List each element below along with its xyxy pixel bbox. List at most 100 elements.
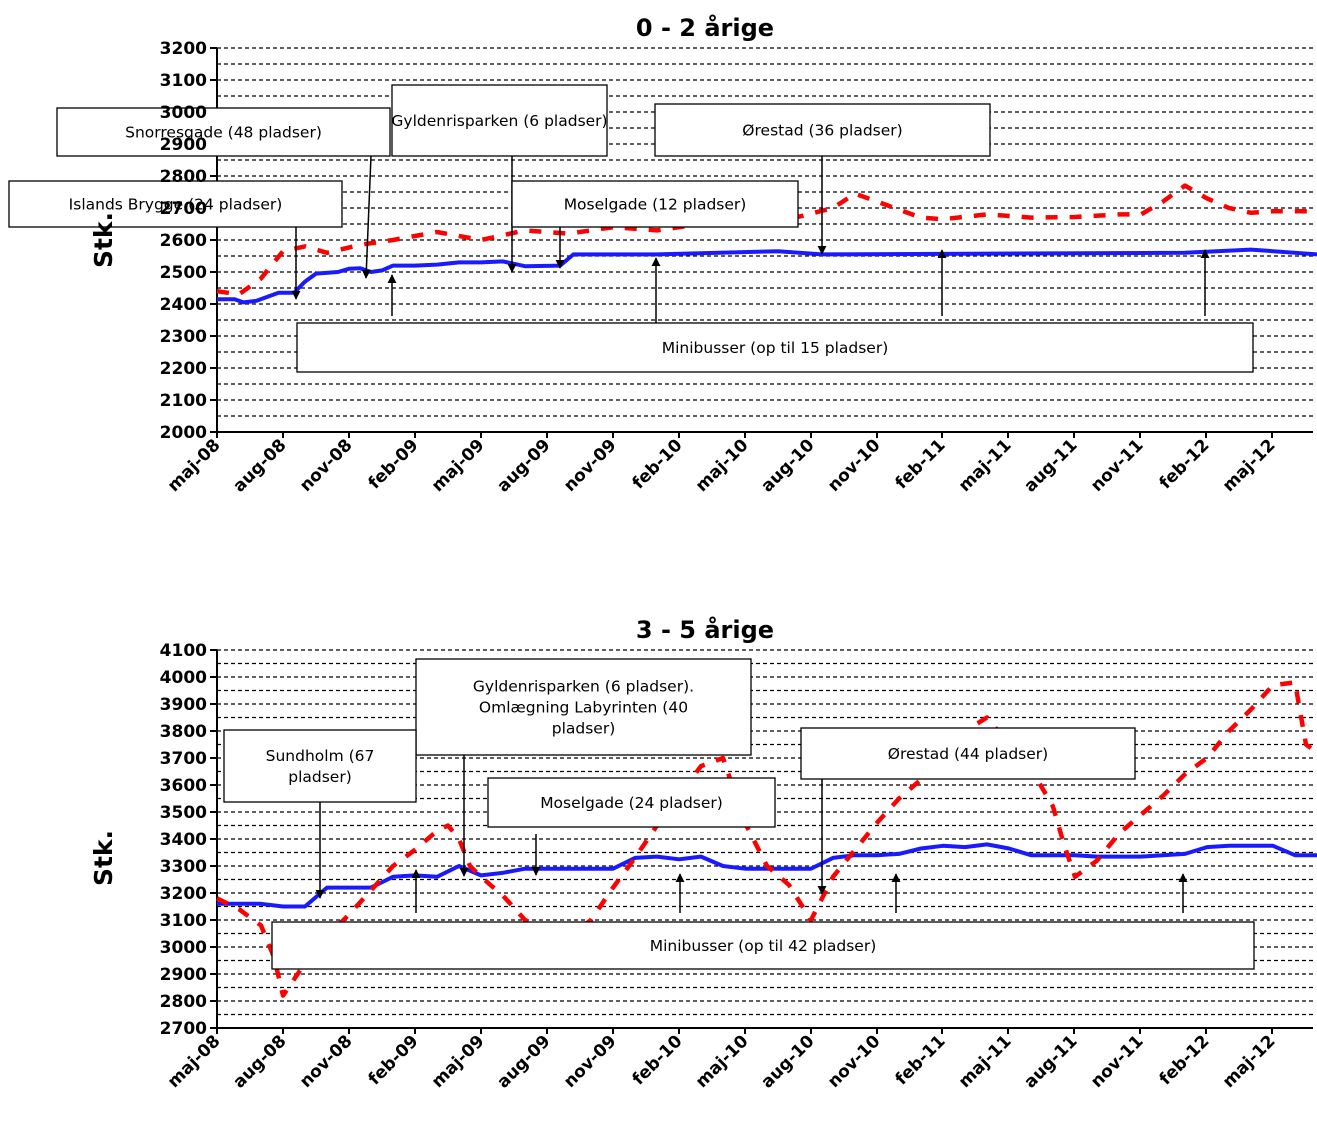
annotation-box xyxy=(654,103,991,157)
annotation-label: Gyldenrisparken (6 pladser). xyxy=(473,678,694,696)
y-tick-label: 2700 xyxy=(160,199,207,219)
y-tick-label: 3600 xyxy=(160,776,207,796)
x-tick-label: feb-11 xyxy=(892,1031,950,1089)
series-line-blue-solid xyxy=(217,247,1317,305)
x-tick-label: feb-10 xyxy=(629,1031,687,1089)
y-tick-label: 3200 xyxy=(160,884,207,904)
x-tick-label: aug-10 xyxy=(757,435,818,496)
x-tick-label: aug-10 xyxy=(757,1031,818,1092)
y-tick-label: 2600 xyxy=(160,231,207,251)
y-tick-label: 2400 xyxy=(160,295,207,315)
annotation-box xyxy=(271,921,1255,970)
y-tick-label: 2200 xyxy=(160,359,207,379)
x-tick-label: nov-08 xyxy=(296,435,357,496)
x-tick-label: maj-08 xyxy=(164,435,225,496)
series-line-red-dashed xyxy=(216,680,1317,998)
annotation-box xyxy=(296,322,1254,373)
chart-0-2-aarige-svg: Snorresgade (48 pladser) Gyldenrisparken … xyxy=(8,13,1317,497)
x-tick-label: aug-09 xyxy=(493,1031,554,1092)
y-tick-label: 3500 xyxy=(160,803,207,823)
series-line-red-dashed xyxy=(216,183,1317,297)
y-tick-label: 3100 xyxy=(160,911,207,931)
y-tick-label: 4000 xyxy=(160,668,207,688)
y-tick-label: 2700 xyxy=(160,1019,207,1039)
series-line-blue-solid xyxy=(217,842,1317,909)
x-tick-label: nov-09 xyxy=(560,1031,621,1092)
chart-3-5-aarige: Gyldenrisparken (6 pladser). Omlægning La… xyxy=(0,600,1317,1124)
annotation-box xyxy=(415,658,752,756)
y-tick-label: 3900 xyxy=(160,695,207,715)
annotation-label: pladser) xyxy=(552,720,616,738)
annotation-box xyxy=(223,729,417,803)
x-tick-label: aug-11 xyxy=(1020,435,1081,496)
annotation-box xyxy=(511,180,799,228)
chart-title: 0 - 2 årige xyxy=(636,13,774,42)
annotation-label: Ørestad (44 pladser) xyxy=(888,745,1048,763)
annotation-label: Omlægning Labyrinten (40 xyxy=(479,699,688,717)
annotation-box xyxy=(391,84,608,157)
x-tick-label: feb-10 xyxy=(629,435,687,493)
x-tick-label: nov-11 xyxy=(1087,435,1148,496)
x-tick-label: maj-10 xyxy=(692,1031,753,1092)
annotation-box xyxy=(56,107,391,157)
y-tick-label: 3200 xyxy=(160,39,207,59)
y-tick-label: 2800 xyxy=(160,167,207,187)
x-tick-label: maj-09 xyxy=(428,435,489,496)
y-tick-label: 2300 xyxy=(160,327,207,347)
y-tick-label: 2900 xyxy=(160,135,207,155)
x-tick-label: aug-08 xyxy=(229,1031,290,1092)
y-tick-label: 2000 xyxy=(160,423,207,443)
x-tick-label: maj-12 xyxy=(1219,1031,1280,1092)
annotation-label: Moselgade (24 pladser) xyxy=(540,794,723,812)
x-tick-label: feb-09 xyxy=(365,1031,423,1089)
chart-0-2-aarige: Snorresgade (48 pladser) Gyldenrisparken … xyxy=(0,0,1317,560)
x-tick-label: feb-12 xyxy=(1156,435,1214,493)
x-tick-label: maj-11 xyxy=(955,1031,1016,1092)
annotation-label: Minibusser (op til 42 pladser) xyxy=(650,937,877,955)
x-tick-label: maj-10 xyxy=(692,435,753,496)
x-tick-label: maj-12 xyxy=(1219,435,1280,496)
annotation-label: pladser) xyxy=(288,768,352,786)
y-tick-label: 2100 xyxy=(160,391,207,411)
annotation-label: Gyldenrisparken (6 pladser) xyxy=(391,112,607,130)
chart-3-5-aarige-svg: Gyldenrisparken (6 pladser). Omlægning La… xyxy=(89,615,1317,1093)
y-tick-label: 3100 xyxy=(160,71,207,91)
annotation-box xyxy=(487,777,776,828)
y-tick-label: 2900 xyxy=(160,965,207,985)
x-tick-label: maj-11 xyxy=(955,435,1016,496)
x-tick-label: nov-08 xyxy=(296,1031,357,1092)
x-tick-label: feb-12 xyxy=(1156,1031,1214,1089)
x-tick-label: maj-09 xyxy=(428,1031,489,1092)
x-tick-label: aug-09 xyxy=(493,435,554,496)
y-tick-label: 3000 xyxy=(160,938,207,958)
annotation-box xyxy=(800,727,1136,780)
y-tick-label: 2800 xyxy=(160,992,207,1012)
x-tick-label: feb-11 xyxy=(892,435,950,493)
annotation-box xyxy=(8,180,343,228)
x-tick-label: feb-09 xyxy=(365,435,423,493)
annotation-label: Minibusser (op til 15 pladser) xyxy=(662,339,889,357)
y-tick-label: 3300 xyxy=(160,857,207,877)
y-tick-label: 4100 xyxy=(160,641,207,661)
x-tick-label: nov-10 xyxy=(824,1031,885,1092)
annotation-label: Islands Brygge (24 pladser) xyxy=(69,196,283,214)
annotation-arrow xyxy=(361,155,372,279)
y-tick-label: 3700 xyxy=(160,749,207,769)
x-tick-label: nov-10 xyxy=(824,435,885,496)
y-axis-label: Stk. xyxy=(89,830,118,886)
y-axis-label: Stk. xyxy=(89,212,118,268)
chart-title: 3 - 5 årige xyxy=(636,615,774,644)
y-tick-label: 3800 xyxy=(160,722,207,742)
y-tick-label: 3400 xyxy=(160,830,207,850)
x-tick-label: aug-08 xyxy=(229,435,290,496)
y-tick-label: 3000 xyxy=(160,103,207,123)
x-tick-label: maj-08 xyxy=(164,1031,225,1092)
annotation-label: Moselgade (12 pladser) xyxy=(564,196,747,214)
y-tick-label: 2500 xyxy=(160,263,207,283)
annotation-label: Snorresgade (48 pladser) xyxy=(125,124,322,142)
x-tick-label: nov-09 xyxy=(560,435,621,496)
annotation-label: Sundholm (67 xyxy=(266,747,375,765)
x-tick-label: nov-11 xyxy=(1087,1031,1148,1092)
annotation-label: Ørestad (36 pladser) xyxy=(742,122,902,140)
x-tick-label: aug-11 xyxy=(1020,1031,1081,1092)
